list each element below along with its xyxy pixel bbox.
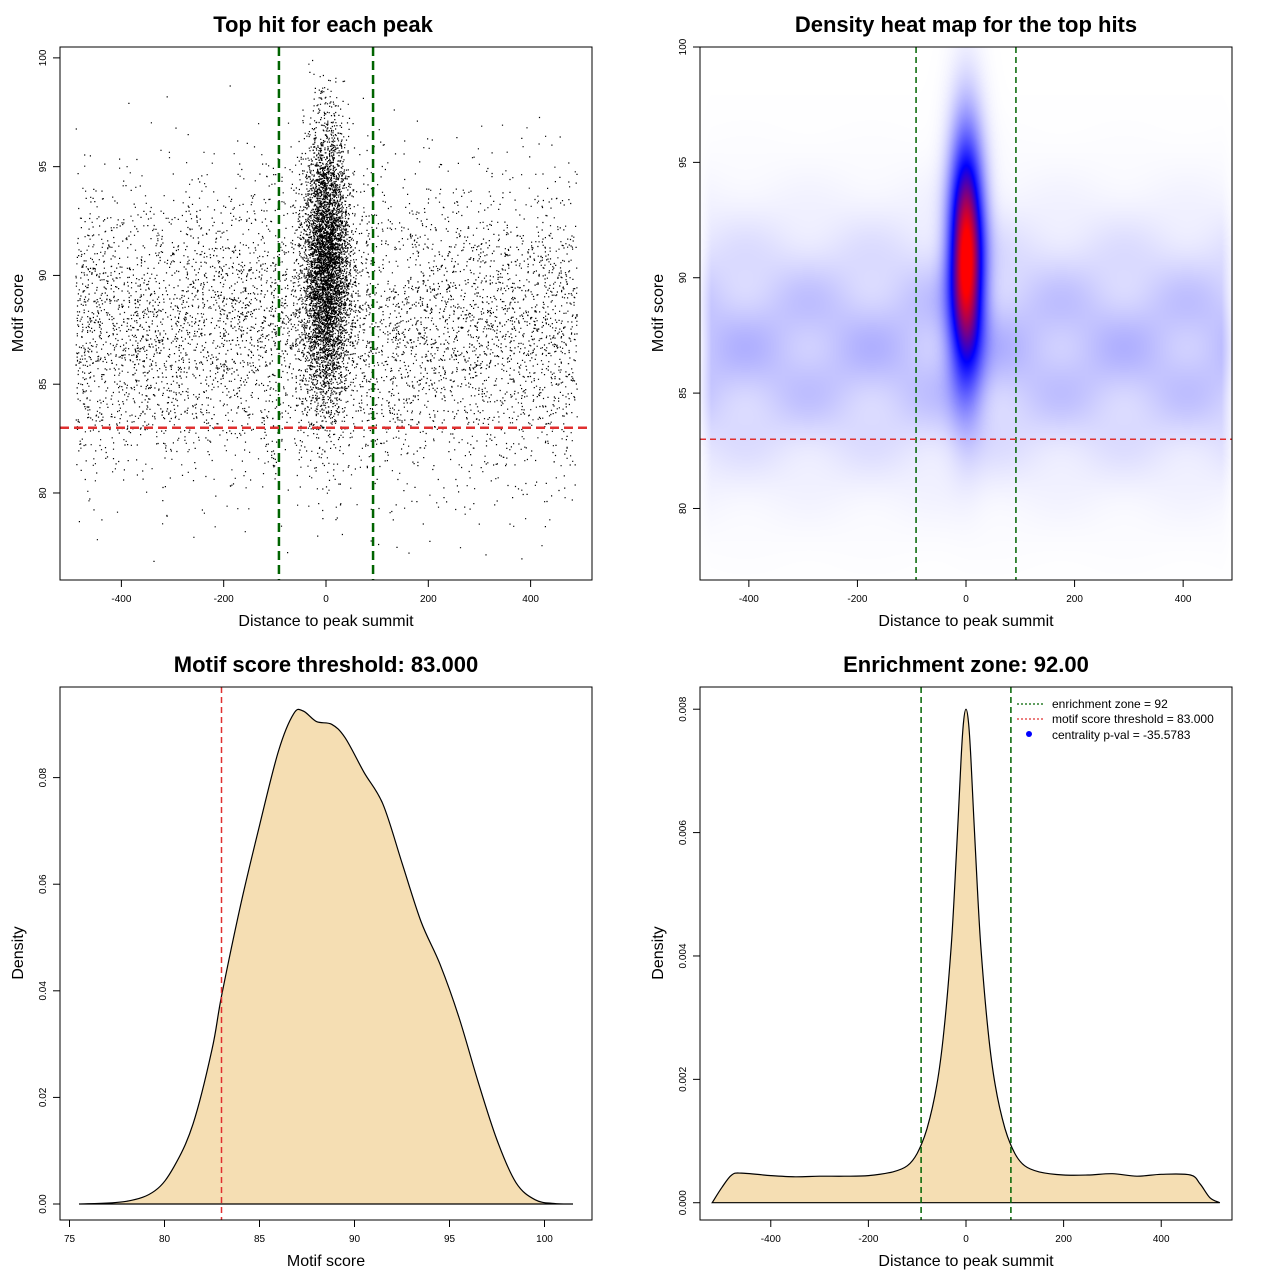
panel-scatter: Top hit for each peak -400 -200 0 200 400 80 8… [10,12,593,630]
score-density-x-tick-label: 100 [536,1234,553,1245]
score-density-y-axis-label: Density [10,926,27,979]
legend-label-enrichment-zone: enrichment zone = 92 [1052,697,1168,711]
distance-density-y-axis-label: Density [650,926,667,979]
score-density-x-tick-label: 95 [444,1234,456,1245]
panel-score-density: Motif score threshold: 83.000 75 80 85 90 95… [10,652,593,1270]
heatmap-x-tick-label: 200 [1066,594,1083,605]
heatmap-y-tick-label: 100 [678,38,689,55]
score-density-y-tick-label: 0.02 [38,1087,49,1107]
heatmap-reference-lines [700,47,1232,580]
legend-swatch-centrality [1026,731,1032,737]
score-density-x-tick-label: 85 [254,1234,266,1245]
scatter-y-tick-label: 90 [38,269,49,281]
distance-density-y-tick-label: 0.006 [678,820,689,845]
scatter-y-tick-label: 80 [38,487,49,499]
heatmap-x-tick-label: 400 [1175,594,1192,605]
scatter-ticks: -400 -200 0 200 400 80 85 90 95 100 [38,49,539,605]
scatter-title: Top hit for each peak [213,12,433,37]
distance-density-y-tick-label: 0.002 [678,1066,689,1091]
distance-density-x-axis-label: Distance to peak summit [878,1253,1054,1270]
distance-density-y-tick-label: 0.000 [678,1190,689,1215]
score-density-frame [59,686,593,1221]
heatmap-raster [700,47,1232,580]
scatter-x-tick-label: -200 [214,594,234,605]
legend-label-centrality: centrality p-val = -35.5783 [1052,728,1191,742]
scatter-x-tick-label: -400 [111,594,131,605]
score-density-x-axis-label: Motif score [287,1253,365,1270]
score-density-x-tick-label: 75 [64,1234,76,1245]
scatter-point-cloud [75,59,578,563]
score-density-y-tick-label: 0.08 [38,767,49,787]
scatter-y-tick-label: 85 [38,378,49,390]
scatter-x-axis-label: Distance to peak summit [238,613,414,630]
distance-density-y-tick-label: 0.008 [678,696,689,721]
legend-label-threshold: motif score threshold = 83.000 [1052,712,1214,726]
heatmap-y-tick-label: 90 [678,272,689,284]
heatmap-canvas [700,47,1232,580]
distance-density-x-tick-label: 200 [1055,1234,1072,1245]
distance-density-x-tick-label: 0 [963,1234,969,1245]
scatter-y-tick-label: 100 [38,49,49,66]
distance-density-title: Enrichment zone: 92.00 [843,652,1089,677]
scatter-points [75,59,578,563]
score-density-y-tick-label: 0.00 [38,1194,49,1214]
score-density-x-tick-label: 80 [159,1234,171,1245]
heatmap-x-axis-label: Distance to peak summit [878,613,1054,630]
distance-density-y-tick-label: 0.004 [678,943,689,968]
distance-density-curve [711,708,1221,1204]
panel-distance-density: Enrichment zone: 92.00 -400 -200 0 200 400 0.… [650,652,1233,1270]
score-density-x-tick-label: 90 [349,1234,361,1245]
heatmap-frame [699,46,1233,581]
score-density-y-tick-label: 0.06 [38,874,49,894]
distance-density-x-tick-label: 400 [1153,1234,1170,1245]
scatter-x-tick-label: 0 [323,594,329,605]
scatter-y-tick-label: 95 [38,161,49,173]
scatter-reference-lines [60,47,592,580]
scatter-x-tick-label: 200 [420,594,437,605]
scatter-x-tick-label: 400 [522,594,539,605]
heatmap-ticks: -400 -200 0 200 400 80 85 90 95 100 [678,38,1192,605]
score-density-ticks: 75 80 85 90 95 100 0.00 0.02 0.04 0.06 0.08 [38,767,553,1245]
distance-density-reference-lines [920,687,1012,1220]
score-density-title: Motif score threshold: 83.000 [174,652,478,677]
heatmap-x-tick-label: 0 [963,594,969,605]
heatmap-y-tick-label: 95 [678,156,689,168]
heatmap-y-tick-label: 80 [678,502,689,514]
score-density-curve [78,708,574,1205]
distance-density-x-tick-label: -400 [761,1234,781,1245]
heatmap-x-tick-label: -200 [847,594,867,605]
heatmap-y-axis-label: Motif score [650,274,667,352]
distance-density-x-tick-label: -200 [858,1234,878,1245]
panel-heatmap: Density heat map for the top hits -400 -2… [650,12,1233,630]
distance-density-legend: enrichment zone = 92 motif score thresho… [1017,697,1214,742]
heatmap-x-tick-label: -400 [739,594,759,605]
distance-density-frame [699,686,1233,1221]
distance-density-ticks: -400 -200 0 200 400 0.000 0.002 0.004 0.006 0.008 [678,696,1170,1245]
heatmap-y-tick-label: 85 [678,387,689,399]
score-density-y-tick-label: 0.04 [38,981,49,1001]
scatter-y-axis-label: Motif score [10,274,27,352]
heatmap-title: Density heat map for the top hits [795,12,1137,37]
scatter-frame [59,46,593,581]
